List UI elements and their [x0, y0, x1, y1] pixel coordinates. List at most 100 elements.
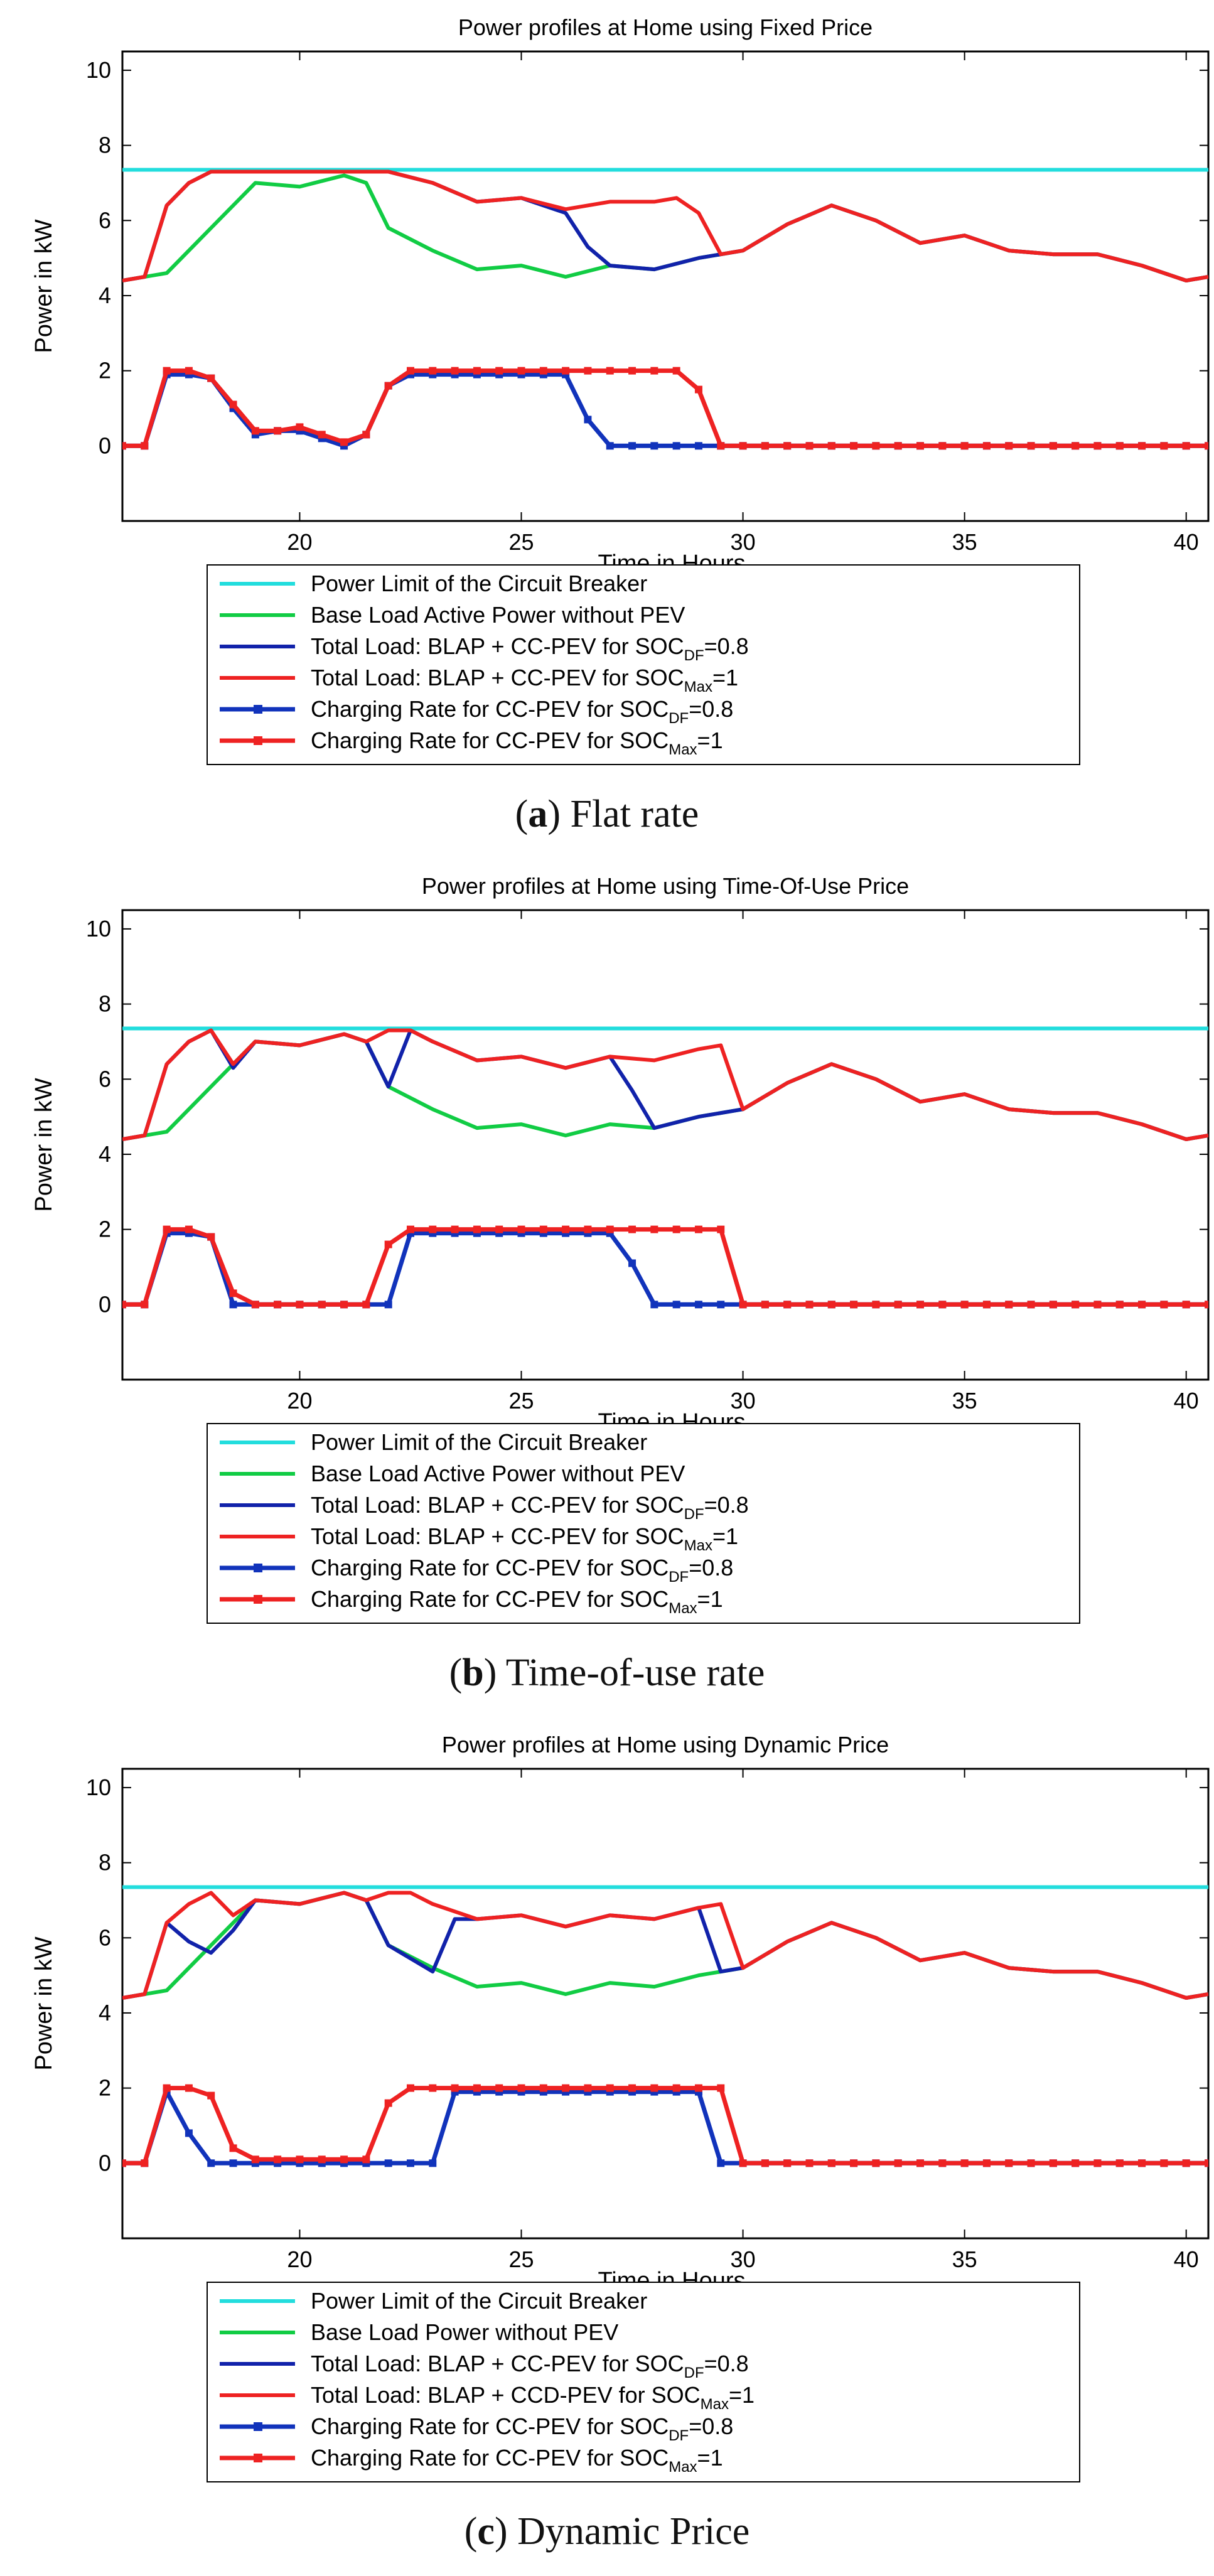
data-point [650, 1301, 658, 1309]
data-point [872, 2159, 880, 2167]
chart-svg: Power profiles at Home using Time-Of-Use… [31, 873, 1210, 1624]
legend-label-main: Total Load: BLAP + CC-PEV for SOC [311, 1523, 684, 1549]
legend-label-main: Total Load: BLAP + CCD-PEV for SOC [311, 2382, 701, 2408]
legend-label-subscript: Max [684, 679, 712, 695]
data-point [296, 423, 304, 431]
data-point [207, 2091, 215, 2100]
y-tick-label: 10 [86, 916, 111, 942]
y-tick-label: 6 [99, 207, 111, 233]
data-point [761, 1301, 769, 1309]
data-point [805, 1301, 814, 1309]
legend-label-suffix: =1 [697, 1586, 723, 1612]
data-point [163, 2084, 171, 2092]
data-point [1072, 442, 1080, 450]
y-tick-label: 10 [86, 1774, 111, 1800]
data-point [1049, 1301, 1057, 1309]
y-tick-label: 4 [99, 282, 111, 308]
data-point [650, 1225, 658, 1233]
data-point [274, 2155, 282, 2164]
data-point [982, 442, 991, 450]
data-point [694, 1301, 702, 1309]
data-point [960, 2159, 969, 2167]
series-group [122, 1225, 1208, 1309]
data-point [1160, 1301, 1168, 1309]
data-point [340, 438, 348, 446]
data-point [650, 442, 658, 450]
y-tick-label: 8 [99, 1850, 111, 1876]
data-point [960, 1301, 969, 1309]
legend-label: Charging Rate for CC-PEV for SOCMax=1 [311, 2445, 723, 2476]
data-point [717, 2159, 725, 2167]
data-point [982, 1301, 991, 1309]
caption-paren: ) [494, 2510, 518, 2553]
data-point [207, 374, 215, 382]
plot-area [121, 1768, 1210, 2240]
data-point [562, 1225, 570, 1233]
caption-paren: ) [547, 793, 571, 835]
data-point [694, 442, 702, 450]
data-point [628, 1225, 637, 1233]
legend-label-suffix: =1 [712, 1523, 738, 1549]
data-point [628, 1259, 637, 1267]
data-point [384, 1301, 392, 1309]
figure-caption: (a) Flat rate [0, 792, 1214, 837]
legend-label-subscript: Max [701, 2396, 729, 2413]
x-tick-label: 35 [952, 529, 977, 555]
data-point [296, 1301, 304, 1309]
legend-label-main: Total Load: BLAP + CC-PEV for SOC [311, 665, 684, 690]
data-point [185, 2129, 193, 2137]
data-point [894, 442, 902, 450]
legend-label: Total Load: BLAP + CC-PEV for SOCMax=1 [311, 1523, 738, 1554]
x-tick-label: 20 [287, 1388, 312, 1414]
data-point [122, 1301, 126, 1309]
figure-caption: (c) Dynamic Price [0, 2509, 1214, 2554]
legend-label-main: Charging Rate for CC-PEV for SOC [311, 2413, 669, 2439]
data-point [1182, 442, 1190, 450]
caption-text: Time-of-use rate [505, 1651, 765, 1694]
data-point [384, 2099, 392, 2107]
data-point [916, 2159, 925, 2167]
data-point [1160, 442, 1168, 450]
legend-label-subscript: DF [684, 647, 704, 664]
data-point [185, 1225, 193, 1233]
data-point [1072, 1301, 1080, 1309]
chart-panel-c: Power profiles at Home using Dynamic Pri… [0, 1717, 1214, 2576]
data-point [1093, 1301, 1102, 1309]
data-point [517, 2084, 525, 2092]
x-tick-label: 40 [1174, 529, 1199, 555]
data-point [628, 2084, 637, 2092]
data-point [1160, 2159, 1168, 2167]
data-point [1027, 2159, 1035, 2167]
legend-label-suffix: =0.8 [689, 2413, 733, 2439]
data-point [229, 1289, 237, 1297]
data-point [340, 1301, 348, 1309]
chart-svg: Power profiles at Home using Dynamic Pri… [31, 1732, 1210, 2482]
legend-label-subscript: Max [684, 1537, 712, 1554]
data-point [827, 442, 835, 450]
data-point [1049, 2159, 1057, 2167]
legend-box [207, 2282, 1080, 2482]
data-point [207, 2159, 215, 2167]
series-group [122, 367, 1208, 450]
legend-label-suffix: =1 [712, 665, 738, 690]
legend-marker [254, 1595, 262, 1604]
data-point [122, 442, 126, 450]
legend-box [207, 1423, 1080, 1624]
data-point [672, 367, 680, 375]
data-point [739, 1301, 747, 1309]
data-point [429, 1225, 437, 1233]
legend-marker [254, 705, 262, 714]
data-point [606, 1225, 614, 1233]
caption-text: Dynamic Price [517, 2510, 750, 2553]
data-point [717, 2084, 725, 2092]
data-point [362, 1301, 370, 1309]
data-point [761, 2159, 769, 2167]
data-point [805, 2159, 814, 2167]
figure-caption: (b) Time-of-use rate [0, 1651, 1214, 1695]
caption-text: Flat rate [570, 793, 699, 835]
data-point [207, 1233, 215, 1241]
data-point [122, 2159, 126, 2167]
data-point [672, 1225, 680, 1233]
data-point [406, 1225, 414, 1233]
data-point [1005, 1301, 1013, 1309]
